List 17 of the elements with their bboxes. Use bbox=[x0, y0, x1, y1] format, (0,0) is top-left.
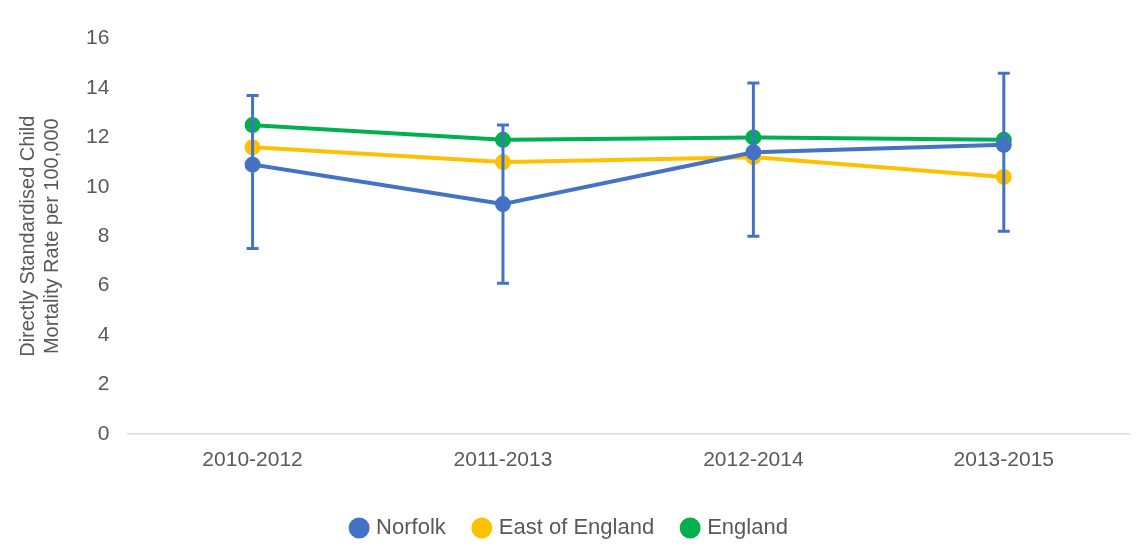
legend-label: Norfolk bbox=[376, 514, 447, 540]
y-tick-label: 6 bbox=[97, 272, 110, 296]
y-tick-label: 4 bbox=[97, 321, 110, 345]
legend-label: England bbox=[707, 514, 788, 540]
y-tick-label: 14 bbox=[86, 74, 110, 98]
x-tick-label: 2010-2012 bbox=[202, 447, 303, 471]
x-tick-label: 2012-2014 bbox=[703, 447, 804, 471]
legend-label: East of England bbox=[498, 514, 655, 540]
y-tick-label: 2 bbox=[97, 371, 110, 395]
y-tick-label: 0 bbox=[97, 420, 110, 444]
y-axis-title: Directly Standardised Child Mortality Rate per 100,000 bbox=[15, 115, 62, 357]
y-tick-label: 12 bbox=[86, 124, 110, 148]
x-tick-label: 2013-2015 bbox=[953, 447, 1055, 471]
y-tick-label: 16 bbox=[86, 25, 110, 49]
x-tick-label: 2011-2013 bbox=[453, 447, 553, 471]
y-tick-label: 10 bbox=[86, 173, 110, 197]
y-tick-label: 8 bbox=[97, 223, 110, 246]
